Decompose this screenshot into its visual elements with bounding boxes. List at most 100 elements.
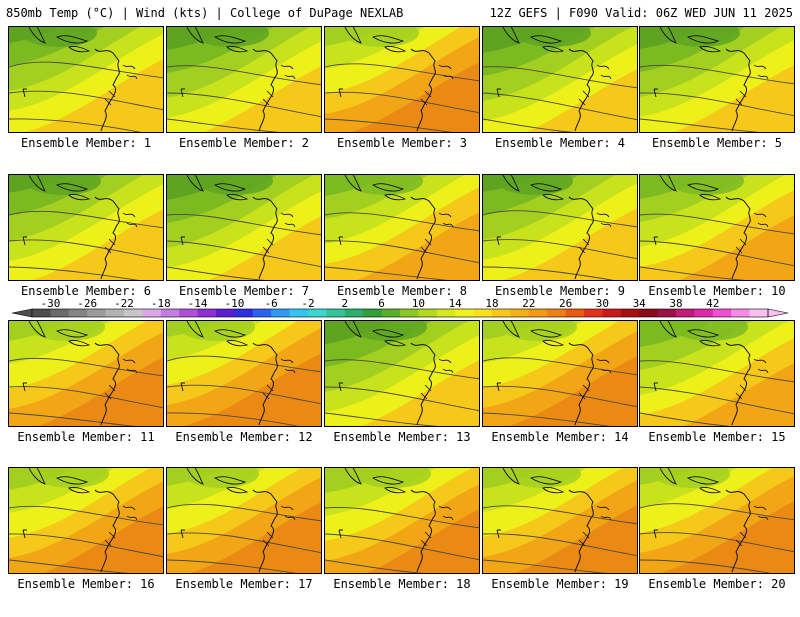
great-lakes-outline [28,468,91,494]
wind-barb [496,529,501,539]
height-contour [640,559,772,573]
ensemble-member-panel: Ensemble Member: 6 [8,174,164,324]
colorbar-tick-label: 30 [596,297,609,310]
height-contour [9,239,163,261]
ensemble-member-label: Ensemble Member: 11 [17,430,155,444]
height-contour [483,118,575,132]
coastline [410,48,436,132]
coastline-detail [104,505,138,547]
height-contour [167,118,280,132]
great-lakes-outline [502,175,565,201]
colorbar-segment [676,309,695,317]
colorbar-segment [381,309,401,317]
height-contour [640,386,794,415]
wind-barb [180,382,185,392]
wind-barb [338,236,343,246]
coastline [410,489,436,573]
height-contour [640,503,794,521]
ensemble-member-panel: Ensemble Member: 17 [166,467,322,617]
temperature-map [482,26,638,133]
colorbar-segment [160,309,180,317]
wind-barb [338,88,343,98]
wind-barb [22,529,27,539]
height-contour [483,66,637,89]
height-contour [167,65,321,86]
great-lakes-outline [659,175,722,201]
colorbar-segment [694,309,714,317]
height-contour [167,355,321,373]
height-contour [325,91,479,114]
temperature-map [166,467,322,574]
temperature-map [482,320,638,427]
wind-barb [22,236,27,246]
ensemble-member-label: Ensemble Member: 18 [333,577,471,591]
colorbar-tick-label: -2 [301,297,314,310]
great-lakes-outline [344,175,407,201]
colorbar-segment [620,309,640,317]
ensemble-member-label: Ensemble Member: 1 [20,136,152,150]
great-lakes-outline [344,27,407,53]
height-contour [640,240,794,267]
coastline-detail [735,505,769,547]
great-lakes-outline [186,321,249,347]
height-contour [483,559,606,573]
colorbar-segment [252,309,272,317]
colorbar-segment [510,309,530,317]
wind-barb [22,88,27,98]
coastline-detail [735,358,769,400]
height-contour [640,92,794,117]
colorbar-tick-label: -10 [224,297,244,310]
coastline [725,196,751,280]
coastline [725,48,751,132]
coastline [725,489,751,573]
coastline-detail [578,505,612,547]
colorbar-tick-label: 14 [449,297,463,310]
temperature-map [639,26,795,133]
colorbar-tick-label: 6 [378,297,385,310]
temperature-map [639,320,795,427]
colorbar-segment [565,309,585,317]
height-contour [9,210,163,229]
wind-barb [653,236,658,246]
ensemble-member-panel: Ensemble Member: 13 [324,320,480,470]
ensemble-member-panel: Ensemble Member: 18 [324,467,480,617]
ensemble-member-label: Ensemble Member: 15 [648,430,786,444]
cold-core [505,468,581,488]
ensemble-member-panel: Ensemble Member: 4 [482,26,638,176]
height-contour [167,240,321,268]
colorbar-outline [31,308,769,318]
ensemble-member-panel: Ensemble Member: 7 [166,174,322,324]
coastline-detail [420,505,454,547]
coastline [252,342,278,426]
coastline [94,489,120,573]
height-contour [325,533,479,561]
height-contour [640,532,794,553]
height-contour [483,505,637,525]
temperature-map [8,26,164,133]
height-contour [9,505,163,526]
great-lakes-outline [659,27,722,53]
coastline [410,196,436,280]
height-contour [9,386,163,409]
wind-barb [180,88,185,98]
great-lakes-outline [28,27,91,53]
cold-core [355,468,431,488]
temperature-map [482,467,638,574]
ensemble-member-label: Ensemble Member: 14 [491,430,629,444]
height-contour [9,559,128,573]
wind-barb [180,529,185,539]
coastline [568,196,594,280]
colorbar-tick-label: -22 [114,297,134,310]
great-lakes-outline [28,321,91,347]
colorbar-segment [308,309,327,317]
coastline-detail [262,358,296,400]
cold-core [197,175,273,195]
colorbar-tick-label: 22 [522,297,535,310]
colorbar-segment [326,309,346,317]
height-contour [9,61,163,79]
temperature-map [324,467,480,574]
great-lakes-outline [659,321,722,347]
coastline-detail [420,212,454,254]
ensemble-member-label: Ensemble Member: 6 [20,284,152,298]
great-lakes-outline [186,468,249,494]
